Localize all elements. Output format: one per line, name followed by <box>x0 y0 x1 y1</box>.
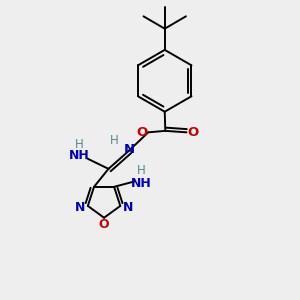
Text: N: N <box>124 143 135 156</box>
Text: N: N <box>122 201 133 214</box>
Text: NH: NH <box>131 176 152 190</box>
Text: N: N <box>75 201 86 214</box>
Text: H: H <box>137 164 146 177</box>
Text: O: O <box>99 218 110 231</box>
Text: H: H <box>75 138 83 151</box>
Text: O: O <box>188 126 199 139</box>
Text: H: H <box>110 134 119 147</box>
Text: O: O <box>136 126 147 139</box>
Text: NH: NH <box>69 149 89 162</box>
